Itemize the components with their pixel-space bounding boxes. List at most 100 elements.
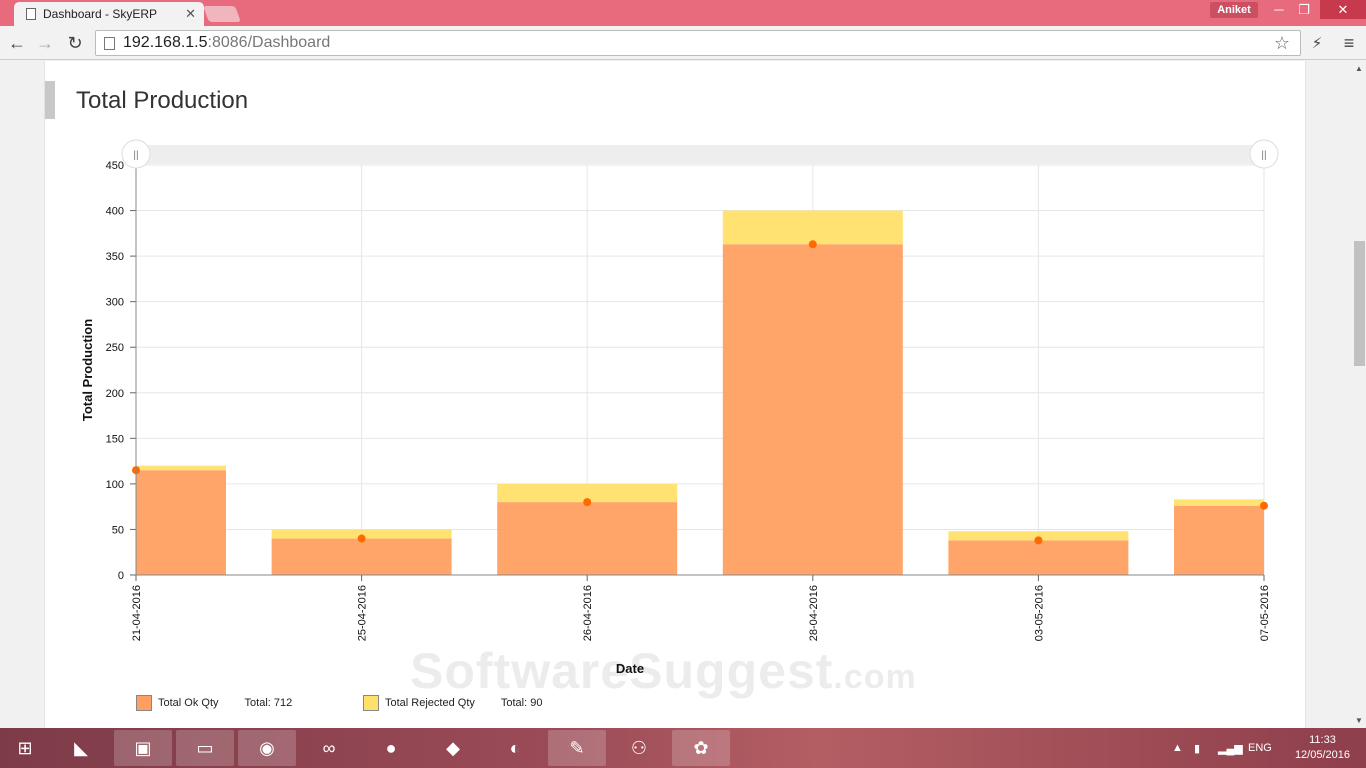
data-point[interactable] (583, 498, 592, 507)
restore-icon[interactable]: ❐ (1298, 1, 1310, 17)
y-tick-label: 0 (118, 570, 124, 582)
legend-ok[interactable]: Total Ok Qty Total: 712 (136, 695, 292, 711)
scroll-thumb[interactable] (1354, 241, 1365, 366)
watermark: SoftwareSuggest.com (410, 642, 917, 700)
system-clock[interactable]: 11:33 12/05/2016 (1295, 733, 1350, 763)
windows-start-icon[interactable]: ⊞ (17, 737, 33, 758)
x-axis-title: Date (616, 661, 644, 676)
legend-total-rejected: Total: 90 (500, 697, 543, 709)
browser-title-bar: Dashboard - SkyERP ✕ Aniket ─ ❐ ✕ (0, 0, 1366, 26)
bar-ok-qty[interactable] (136, 470, 226, 575)
y-tick-label: 250 (106, 342, 124, 354)
y-tick-label: 100 (106, 479, 124, 491)
x-tick-label: 25-04-2016 (357, 585, 369, 641)
notepad-plus-icon[interactable]: ✎ (548, 730, 606, 766)
firefox-icon[interactable]: ● (385, 737, 397, 758)
chrome-icon[interactable]: ◉ (238, 730, 296, 766)
title-accent (45, 81, 55, 119)
bar-rejected-qty[interactable] (1174, 499, 1264, 506)
production-chart: 0 50 100 150 200 250 300 350 400 450 21-04-2016 25-… (80, 139, 1279, 676)
y-tick-label: 400 (106, 206, 124, 218)
network-app-icon[interactable]: ⚇ (630, 737, 648, 758)
legend-rejected[interactable]: Total Rejected Qty Total: 90 (363, 695, 542, 711)
data-point[interactable] (808, 240, 817, 249)
clock-time: 11:33 (1309, 734, 1336, 746)
x-tick-label: 07-05-2016 (1259, 585, 1271, 641)
data-point[interactable] (1034, 536, 1043, 545)
page-title: Total Production (76, 87, 249, 114)
extension-icon[interactable]: ⚡ (1311, 35, 1323, 52)
user-badge[interactable]: Aniket (1210, 2, 1258, 18)
y-tick-label: 350 (106, 251, 124, 263)
infinity-app-icon[interactable]: ∞ (322, 737, 336, 758)
legend-total-ok: Total: 712 (244, 697, 293, 709)
range-navigator-track[interactable] (136, 145, 1264, 164)
x-tick-label: 26-04-2016 (582, 585, 594, 641)
bar-ok-qty[interactable] (948, 540, 1129, 575)
minimize-icon[interactable]: ─ (1274, 2, 1284, 17)
page-icon (104, 36, 115, 50)
reload-icon[interactable]: ↻ (67, 32, 83, 53)
bar-rejected-qty[interactable] (948, 531, 1129, 541)
new-tab-button[interactable] (203, 6, 241, 22)
document-icon (26, 8, 36, 20)
close-tab-icon[interactable]: ✕ (185, 6, 196, 21)
y-axis-title: Total Production (80, 319, 95, 421)
legend-label-ok: Total Ok Qty (158, 697, 219, 709)
scroll-up-icon[interactable]: ▲ (1355, 64, 1363, 73)
browser-tab[interactable]: Dashboard - SkyERP ✕ (14, 2, 204, 26)
bar-rejected-qty[interactable] (136, 465, 226, 471)
bar-rejected-qty[interactable] (271, 529, 452, 539)
watermark-main: SoftwareSuggest (410, 643, 834, 699)
y-tick-label: 150 (106, 433, 124, 445)
bar-ok-qty[interactable] (1174, 505, 1264, 575)
y-tick-label: 450 (106, 160, 124, 172)
grip-icon: || (133, 150, 138, 161)
page-scrollbar[interactable]: ▲ ▼ (1352, 61, 1366, 728)
windows-taskbar: ⊞ ◣ ▣ ▭ ◉ ∞ ● ◆ ◐ ✎ ⚇ ✿ ▲ ▮ ▂▄▆ ENG 11:3… (0, 728, 1366, 768)
y-tick-label: 50 (112, 524, 124, 536)
address-bar[interactable]: 192.168.1.5:8086/Dashboard ☆ (95, 30, 1301, 56)
x-tick-label: 28-04-2016 (808, 585, 820, 641)
bar-ok-qty[interactable] (271, 538, 452, 575)
app-icon[interactable]: ◐ (509, 737, 521, 758)
file-explorer-icon[interactable]: ▭ (176, 730, 234, 766)
y-tick-label: 200 (106, 388, 124, 400)
sql-server-icon[interactable]: ▣ (114, 730, 172, 766)
sticky-notes-icon[interactable]: ◆ (446, 737, 460, 758)
paint-icon[interactable]: ✿ (672, 730, 730, 766)
url-path: :8086/Dashboard (207, 34, 331, 51)
page-viewport: Total Production SoftwareSuggest.com 0 50… (0, 61, 1352, 728)
data-point[interactable] (1260, 501, 1268, 510)
data-point[interactable] (357, 534, 366, 543)
visual-studio-icon[interactable]: ◣ (74, 737, 88, 758)
x-tick-label: 03-05-2016 (1033, 585, 1045, 641)
url-host: 192.168.1.5 (123, 34, 208, 51)
tab-title: Dashboard - SkyERP (43, 7, 158, 21)
range-handle-left[interactable] (121, 139, 151, 169)
back-arrow-icon[interactable]: ← (8, 32, 26, 53)
y-tick-label: 300 (106, 297, 124, 309)
bar-rejected-qty[interactable] (497, 483, 678, 503)
language-indicator[interactable]: ENG (1248, 742, 1272, 754)
bar-ok-qty[interactable] (722, 244, 903, 575)
clock-date: 12/05/2016 (1294, 749, 1350, 761)
legend-label-rejected: Total Rejected Qty (385, 697, 475, 709)
network-signal-icon[interactable]: ▂▄▆ (1218, 742, 1243, 755)
show-hidden-icons[interactable]: ▲ (1172, 742, 1183, 754)
browser-toolbar: ← → ↻ 192.168.1.5:8086/Dashboard ☆ ⚡ ≡ (0, 26, 1366, 60)
menu-icon[interactable]: ≡ (1343, 32, 1355, 53)
range-handle-right[interactable] (1249, 139, 1279, 169)
bookmark-star-icon[interactable]: ☆ (1273, 33, 1290, 53)
scroll-down-icon[interactable]: ▼ (1355, 716, 1363, 725)
forward-arrow-icon[interactable]: → (36, 32, 54, 53)
close-window-icon[interactable]: ✕ (1320, 0, 1366, 19)
legend-swatch-ok (136, 695, 152, 711)
battery-icon[interactable]: ▮ (1194, 742, 1201, 755)
grip-icon: || (1261, 150, 1266, 161)
watermark-suffix: .com (833, 658, 917, 696)
bar-rejected-qty[interactable] (722, 210, 903, 245)
production-card: Total Production (44, 61, 1306, 728)
x-tick-label: 21-04-2016 (131, 585, 143, 641)
bar-ok-qty[interactable] (497, 502, 678, 575)
